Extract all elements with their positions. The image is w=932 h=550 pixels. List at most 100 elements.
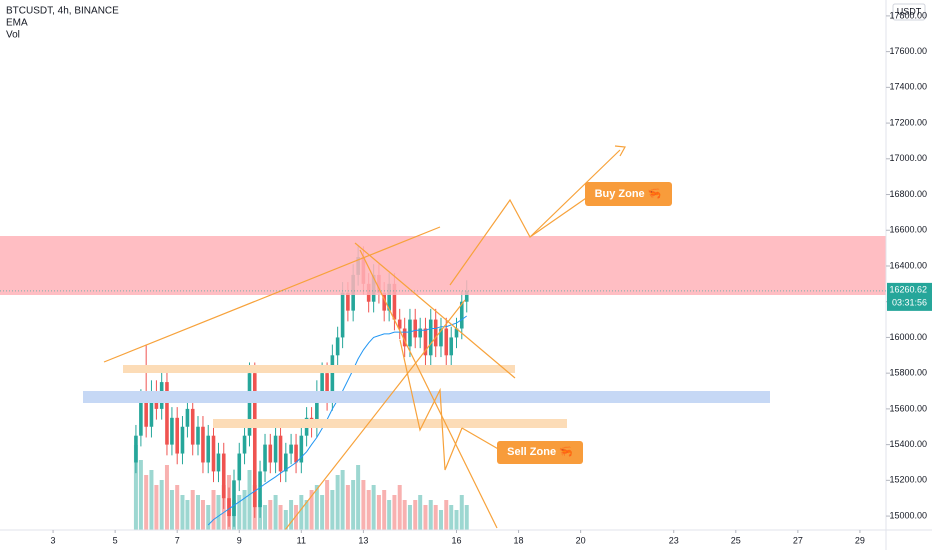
volume-bar (304, 500, 309, 530)
candle-body (433, 319, 438, 347)
candle-body (185, 408, 190, 427)
symbol-title: BTCUSDT, 4h, BINANCE (6, 6, 119, 17)
x-tick-label: 7 (175, 535, 180, 545)
candle-body (413, 319, 418, 338)
y-tick-label: 17200.00 (889, 117, 927, 127)
candle-body (216, 453, 221, 472)
volume-bar (206, 505, 211, 530)
last-price-label: 16260.62 (889, 284, 927, 294)
candle-body (408, 319, 412, 347)
candle-body (397, 319, 402, 329)
y-tick-label: 15000.00 (889, 510, 927, 520)
support-zone (123, 365, 515, 373)
candle-body (387, 283, 391, 311)
candle-body (330, 355, 335, 400)
volume-bar (335, 475, 340, 530)
volume-bar (309, 490, 314, 530)
support-zone (213, 419, 567, 428)
volume-bar (195, 495, 200, 530)
resistance-zone (0, 236, 886, 295)
candle-body (149, 391, 154, 427)
volume-bar (459, 495, 464, 530)
volume-bar (164, 465, 169, 530)
trend-line (354, 242, 516, 379)
volume-bar (330, 490, 335, 530)
y-tick-label: 16600.00 (889, 225, 927, 235)
currency-box[interactable] (892, 3, 926, 21)
candle-body (201, 426, 205, 463)
candle-body (325, 373, 329, 400)
volume-bar (376, 495, 381, 530)
volume-bar (371, 485, 376, 530)
volume-bar (268, 500, 273, 530)
candle-body (252, 373, 257, 508)
x-tick-label: 5 (113, 535, 118, 545)
volume-bar (216, 495, 221, 530)
y-tick-label: 15800.00 (889, 368, 927, 378)
volume-bar (340, 470, 345, 530)
volume-bar (185, 500, 190, 530)
buy-zone-label: Buy Zone 🦐 (595, 188, 662, 200)
projection-path (449, 149, 621, 286)
candle-body (232, 480, 236, 517)
volume-bar (149, 470, 154, 530)
candle-body (221, 453, 226, 499)
volume-bar (433, 505, 438, 530)
volume-bar (382, 490, 387, 530)
volume-bar (138, 460, 143, 530)
volume-bar (154, 485, 159, 530)
projection-path (399, 339, 463, 471)
volume-bar (366, 490, 371, 530)
candle-body (464, 290, 469, 302)
candle-body (340, 292, 345, 338)
candle-body (273, 435, 278, 463)
candle-body (299, 435, 304, 463)
volume-bar (278, 505, 283, 530)
volume-bar (294, 505, 299, 530)
indicator-label: EMA (6, 18, 28, 29)
candle-body (346, 292, 350, 311)
candle-body (428, 319, 433, 356)
candle-body (449, 337, 454, 356)
candle-body (315, 391, 319, 427)
y-tick-label: 16400.00 (889, 260, 927, 270)
volume-bars (133, 445, 469, 530)
volume-bar (314, 485, 319, 530)
candle-body (418, 328, 422, 338)
candle-body (278, 435, 283, 472)
candle-body (180, 426, 185, 454)
candle-body (459, 301, 464, 329)
volume-bar (444, 500, 449, 530)
trend-line (103, 226, 441, 363)
volume-bar (320, 495, 325, 530)
volume-bar (392, 495, 397, 530)
y-tick-label: 17000.00 (889, 153, 927, 163)
y-tick-label: 17800.00 (889, 10, 927, 20)
candle-body (392, 283, 397, 320)
trend-line (359, 249, 498, 529)
candle-body (165, 382, 169, 445)
y-tick-label: 16800.00 (889, 189, 927, 199)
candle-body (284, 453, 288, 472)
volume-bar (289, 500, 294, 530)
candle-body (335, 337, 340, 356)
volume-bar (454, 510, 459, 530)
volume-bar (428, 500, 433, 530)
volume-bar (283, 510, 288, 530)
volume-bar (325, 480, 330, 530)
candle-body (144, 399, 148, 427)
volume-bar (402, 500, 407, 530)
support-zone (83, 391, 770, 403)
candle-body (382, 292, 386, 311)
y-tick-label: 15600.00 (889, 403, 927, 413)
candle-body (242, 435, 247, 454)
candle-body (444, 328, 449, 356)
candle-body (258, 471, 262, 508)
callout-line (461, 427, 501, 451)
candle-body (237, 453, 242, 481)
volume-bar (407, 505, 412, 530)
x-tick-label: 16 (451, 535, 461, 545)
volume-bar (361, 480, 366, 530)
x-tick-label: 27 (793, 535, 803, 545)
